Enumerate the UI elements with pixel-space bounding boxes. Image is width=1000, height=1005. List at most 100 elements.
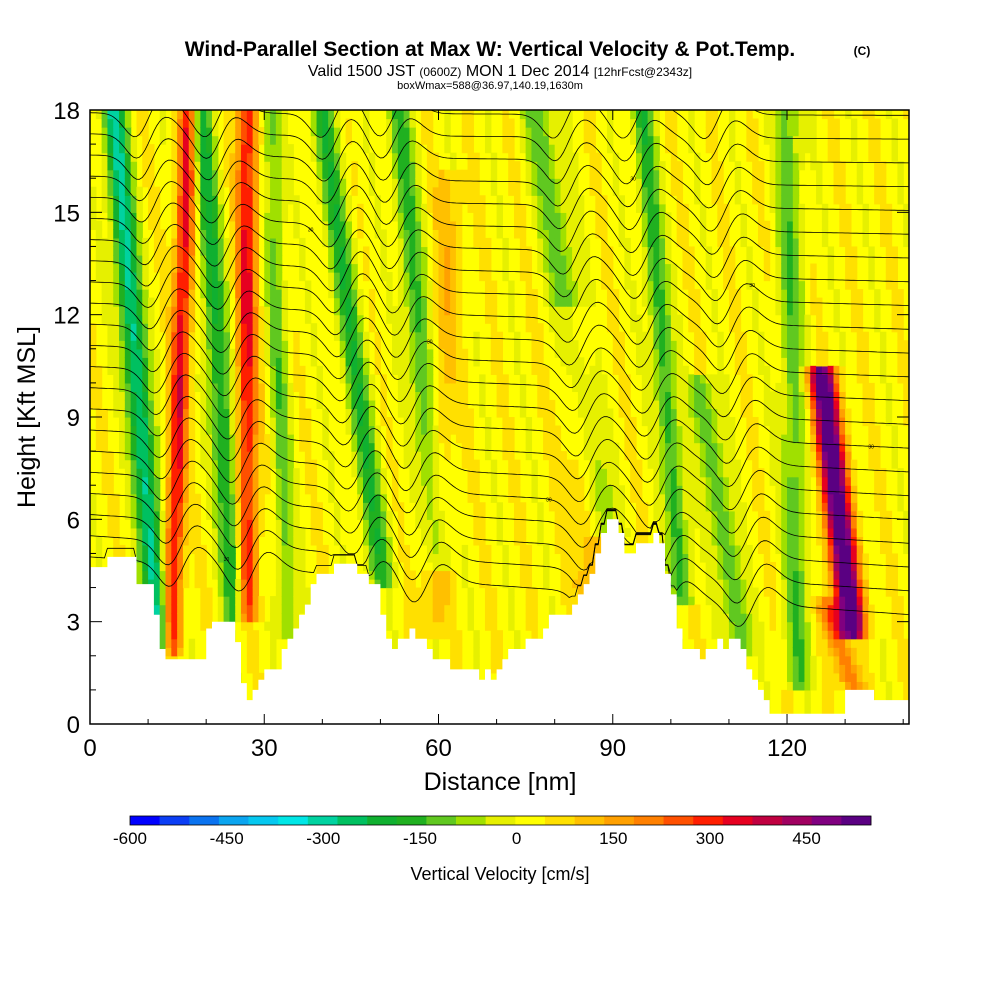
velocity-cell <box>304 408 312 418</box>
velocity-cell <box>281 135 289 145</box>
velocity-cell <box>438 340 445 350</box>
velocity-cell <box>455 630 463 640</box>
velocity-cell <box>194 374 201 384</box>
velocity-cell <box>421 417 428 427</box>
velocity-cell <box>444 237 451 248</box>
velocity-cell <box>374 519 382 529</box>
velocity-cell <box>177 638 184 648</box>
velocity-cell <box>171 417 178 427</box>
velocity-cell <box>694 331 701 341</box>
velocity-cell <box>403 399 411 410</box>
velocity-cell <box>630 425 637 435</box>
velocity-cell <box>450 195 457 205</box>
velocity-cell <box>583 561 591 572</box>
velocity-cell <box>177 408 184 418</box>
velocity-cell <box>159 621 167 631</box>
velocity-cell <box>653 323 660 333</box>
velocity-cell <box>148 579 155 589</box>
velocity-cell <box>246 536 254 546</box>
velocity-cell <box>339 169 347 179</box>
velocity-cell <box>322 152 329 162</box>
velocity-cell <box>647 314 655 324</box>
velocity-cell <box>235 374 242 384</box>
velocity-cell <box>142 417 149 427</box>
velocity-cell <box>241 391 248 401</box>
velocity-cell <box>223 579 231 589</box>
velocity-cell <box>409 621 416 631</box>
velocity-cell <box>217 391 225 401</box>
velocity-cell <box>543 203 550 213</box>
velocity-cell <box>287 519 294 529</box>
velocity-cell <box>665 536 672 546</box>
velocity-cell <box>519 118 527 128</box>
velocity-cell <box>444 425 451 435</box>
velocity-cell <box>130 144 138 154</box>
velocity-cell <box>211 220 219 230</box>
velocity-cell <box>159 297 167 307</box>
velocity-cell <box>148 451 155 461</box>
velocity-cell <box>624 451 631 461</box>
velocity-cell <box>148 434 155 444</box>
velocity-cell <box>444 144 451 154</box>
velocity-cell <box>130 485 138 495</box>
velocity-cell <box>119 272 126 282</box>
velocity-cell <box>333 246 341 256</box>
velocity-cell <box>217 451 225 461</box>
velocity-cell <box>113 144 120 154</box>
velocity-cell <box>409 178 416 188</box>
velocity-cell <box>426 280 434 290</box>
velocity-cell <box>107 485 114 495</box>
velocity-cell <box>211 331 219 341</box>
velocity-cell <box>444 280 451 290</box>
velocity-cell <box>484 272 492 282</box>
velocity-cell <box>676 536 684 546</box>
velocity-cell <box>403 169 411 179</box>
velocity-cell <box>252 229 260 239</box>
velocity-cell <box>711 178 718 188</box>
velocity-cell <box>409 246 416 256</box>
velocity-cell <box>641 212 649 222</box>
velocity-cell <box>90 519 97 529</box>
velocity-cell <box>264 152 271 162</box>
velocity-cell <box>275 323 283 333</box>
velocity-cell <box>490 638 498 648</box>
velocity-cell <box>531 476 538 486</box>
velocity-cell <box>188 536 196 546</box>
velocity-cell <box>299 587 306 597</box>
velocity-cell <box>165 357 172 367</box>
velocity-cell <box>665 527 672 537</box>
velocity-cell <box>217 587 225 597</box>
velocity-cell <box>676 178 684 188</box>
velocity-cell <box>235 510 242 520</box>
velocity-cell <box>206 604 213 614</box>
velocity-cell <box>484 434 492 444</box>
velocity-cell <box>461 434 469 444</box>
velocity-cell <box>200 587 207 597</box>
velocity-cell <box>508 425 515 435</box>
velocity-cell <box>287 425 294 435</box>
velocity-cell <box>421 229 428 239</box>
velocity-cell <box>502 263 509 273</box>
velocity-cell <box>252 638 260 648</box>
velocity-cell <box>124 382 132 393</box>
velocity-cell <box>415 365 422 375</box>
velocity-cell <box>659 348 666 358</box>
velocity-cell <box>136 485 143 495</box>
velocity-cell <box>241 365 248 375</box>
velocity-cell <box>572 272 579 282</box>
velocity-cell <box>473 468 480 478</box>
velocity-cell <box>438 272 445 282</box>
velocity-cell <box>107 348 114 358</box>
velocity-cell <box>148 357 155 367</box>
velocity-cell <box>601 254 608 265</box>
velocity-cell <box>316 382 323 393</box>
velocity-cell <box>560 570 567 580</box>
velocity-cell <box>386 417 393 427</box>
velocity-cell <box>235 220 242 230</box>
velocity-cell <box>101 263 109 273</box>
velocity-cell <box>595 459 602 469</box>
velocity-cell <box>659 468 666 478</box>
velocity-cell <box>705 502 713 512</box>
velocity-cell <box>241 587 248 597</box>
velocity-cell <box>241 135 248 145</box>
